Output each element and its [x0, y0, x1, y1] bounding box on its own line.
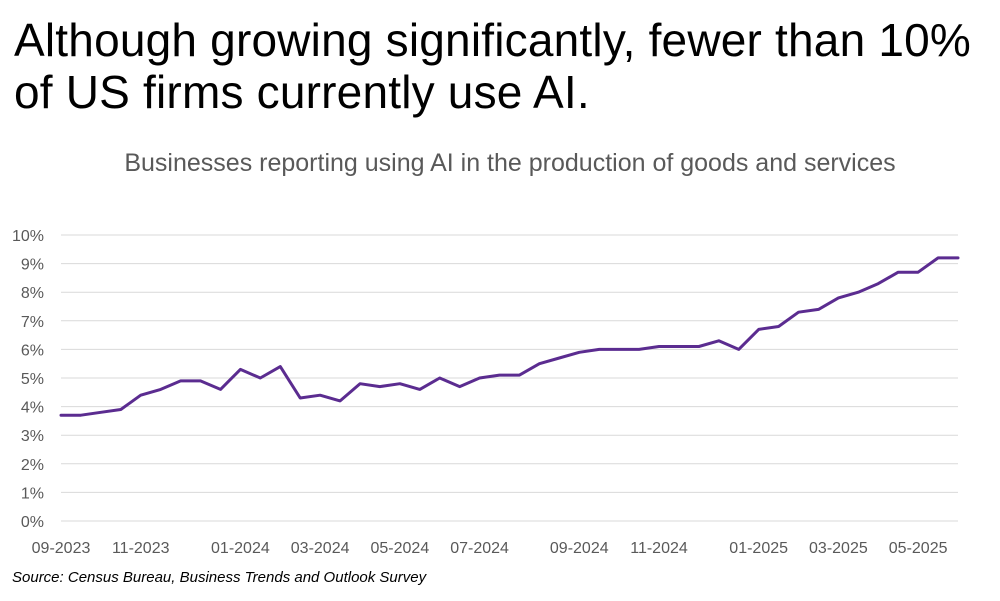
x-tick-label: 09-2024: [550, 540, 609, 557]
y-tick-label: 8%: [21, 285, 44, 302]
y-tick-label: 4%: [21, 400, 44, 417]
x-tick-label: 05-2024: [371, 540, 430, 557]
x-tick-label: 11-2024: [630, 540, 688, 557]
x-tick-label: 01-2025: [729, 540, 788, 557]
x-tick-label: 03-2024: [291, 540, 350, 557]
y-tick-label: 0%: [21, 514, 44, 531]
x-tick-label: 09-2023: [32, 540, 91, 557]
y-tick-label: 6%: [21, 342, 44, 359]
x-tick-label: 05-2025: [889, 540, 948, 557]
headline: Although growing significantly, fewer th…: [14, 14, 972, 118]
y-tick-label: 2%: [21, 457, 44, 474]
y-tick-label: 5%: [21, 371, 44, 388]
x-tick-label: 07-2024: [450, 540, 509, 557]
y-tick-label: 10%: [12, 228, 44, 245]
x-tick-label: 01-2024: [211, 540, 270, 557]
chart-title: Businesses reporting using AI in the pro…: [124, 149, 896, 177]
source-note: Source: Census Bureau, Business Trends a…: [12, 569, 427, 586]
x-tick-label: 03-2025: [809, 540, 868, 557]
x-tick-label: 11-2023: [112, 540, 170, 557]
y-tick-label: 1%: [21, 485, 44, 502]
series-line: [59, 256, 960, 417]
y-tick-label: 3%: [21, 428, 44, 445]
y-tick-label: 9%: [21, 257, 44, 274]
y-tick-label: 7%: [21, 314, 44, 331]
